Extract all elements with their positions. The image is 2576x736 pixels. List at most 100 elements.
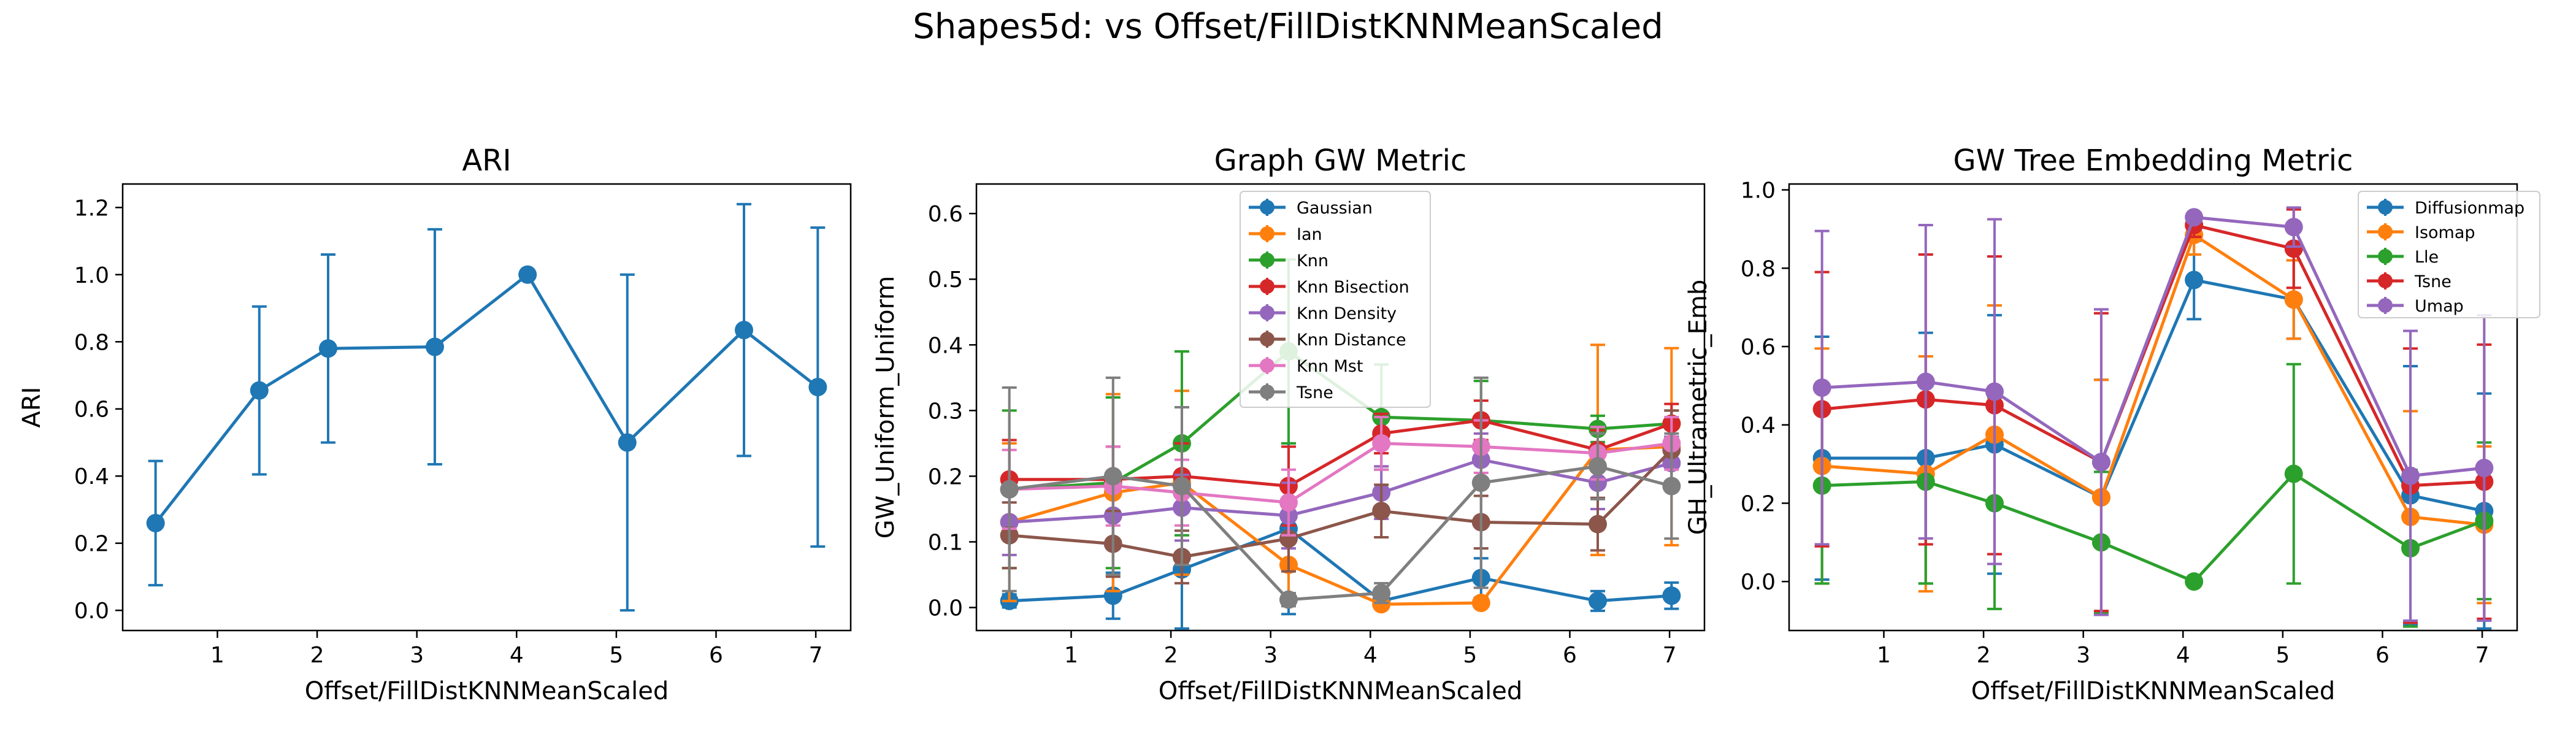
series-line <box>1009 464 1672 602</box>
y-tick-label: 0.8 <box>74 330 109 355</box>
series-line <box>1822 233 2485 527</box>
x-tick-label: 2 <box>1977 643 1991 668</box>
y-tick-label: 0.2 <box>74 532 109 557</box>
data-point <box>1279 493 1298 512</box>
y-tick-label: 0.0 <box>1741 570 1776 595</box>
x-tick-label: 4 <box>510 643 524 668</box>
series-line <box>154 273 819 524</box>
data-point <box>1103 467 1122 486</box>
data-point <box>1812 378 1831 397</box>
data-point <box>808 378 827 397</box>
legend-label: Gaussian <box>1297 199 1373 218</box>
series-line <box>1009 458 1672 524</box>
y-tick-label: 0.4 <box>928 333 963 358</box>
legend-label: Diffusionmap <box>2415 199 2524 218</box>
y-tick-label: 0.4 <box>1741 413 1776 439</box>
legend-label: Knn Mst <box>1297 357 1363 376</box>
subplot-title: ARI <box>462 144 511 178</box>
data-point <box>618 433 637 452</box>
data-point <box>1589 515 1608 534</box>
axes-frame <box>1788 183 2518 632</box>
data-point <box>1662 477 1681 496</box>
x-tick-label: 5 <box>609 643 623 668</box>
x-tick-label: 2 <box>1164 643 1178 668</box>
x-axis-label: Offset/FillDistKNNMeanScaled <box>305 677 669 705</box>
y-tick-label: 0.0 <box>928 596 963 621</box>
subplot-title: GW Tree Embedding Metric <box>1953 144 2353 178</box>
x-tick-label: 3 <box>2076 643 2090 668</box>
x-tick-label: 6 <box>1563 643 1577 668</box>
x-tick-label: 5 <box>1463 643 1477 668</box>
subplot-2: Graph GW Metric 1 2 3 4 5 6 7 0.0 0.1 0.2 0.3 0.4 0.5… <box>872 144 1706 705</box>
y-tick-label: 0.1 <box>928 530 963 555</box>
data-point <box>2185 270 2204 289</box>
legend-label: Knn <box>1297 251 1328 270</box>
legend-marker <box>1260 226 1275 241</box>
data-point <box>1000 480 1019 499</box>
plot-area <box>146 202 827 612</box>
data-point <box>1279 590 1298 609</box>
data-point <box>2284 239 2303 258</box>
data-point <box>1372 434 1391 453</box>
data-point <box>2284 218 2303 237</box>
legend-marker <box>2378 200 2393 215</box>
legend-label: Knn Distance <box>1297 331 1406 350</box>
legend-marker <box>1260 385 1275 399</box>
data-point <box>735 321 754 340</box>
x-tick-label: 5 <box>2275 643 2290 668</box>
x-tick-label: 7 <box>1663 643 1677 668</box>
y-tick-label: 0.2 <box>928 464 963 489</box>
data-point <box>318 339 337 358</box>
legend-frame <box>1240 191 1431 408</box>
x-tick-label: 7 <box>2475 643 2490 668</box>
data-point <box>250 381 269 400</box>
series-umap <box>1812 206 2494 623</box>
legend-marker <box>1260 253 1275 267</box>
data-point <box>425 337 444 356</box>
x-tick-label: 6 <box>709 643 723 668</box>
x-tick-label: 1 <box>1877 643 1891 668</box>
y-tick-label: 0.2 <box>1741 491 1776 516</box>
legend-label: Umap <box>2415 297 2464 316</box>
legend-marker <box>1260 305 1275 320</box>
y-tick-label: 0.6 <box>928 202 963 227</box>
legend-frame <box>2358 191 2540 318</box>
y-tick-label: 0.5 <box>928 267 963 293</box>
data-point <box>1172 477 1191 496</box>
data-point <box>2185 572 2204 591</box>
series-line <box>1009 527 1672 603</box>
y-tick-label: 1.0 <box>74 263 109 288</box>
plot-area <box>1000 258 1681 630</box>
legend-marker <box>1260 332 1275 347</box>
data-point <box>2401 466 2420 485</box>
subplot-1: ARI 1 2 3 4 5 6 7 0.0 0.2 0.4 0.6 0.8 1.0 1.2 Offset/Fi… <box>18 144 852 705</box>
data-point <box>1279 529 1298 548</box>
x-tick-label: 6 <box>2375 643 2390 668</box>
y-tick-label: 0.6 <box>1741 335 1776 360</box>
x-tick-label: 4 <box>1363 643 1378 668</box>
data-point <box>1471 594 1490 613</box>
legend-marker <box>2378 224 2393 239</box>
x-tick-label: 2 <box>310 643 324 668</box>
series-1 <box>146 202 827 612</box>
data-point <box>1985 382 2004 401</box>
y-tick-label: 1.0 <box>1741 178 1776 204</box>
data-point <box>1916 372 1935 391</box>
y-tick-label: 0.3 <box>928 399 963 424</box>
subplots: ARI 1 2 3 4 5 6 7 0.0 0.2 0.4 0.6 0.8 1.0 1.2 Offset/Fi… <box>18 144 2540 705</box>
x-tick-label: 3 <box>1263 643 1278 668</box>
data-point <box>1471 473 1490 493</box>
x-tick-label: 3 <box>410 643 424 668</box>
series-tsne <box>1000 376 1681 609</box>
figure-suptitle: Shapes5d: vs Offset/FillDistKNNMeanScale… <box>913 7 1663 47</box>
x-tick-label: 1 <box>210 643 224 668</box>
legend-label: Knn Density <box>1297 304 1397 323</box>
x-tick-label: 4 <box>2176 643 2190 668</box>
data-point <box>1589 591 1608 610</box>
y-tick-label: 0.6 <box>74 397 109 423</box>
data-point <box>1372 583 1391 602</box>
data-point <box>1589 457 1608 476</box>
series-line <box>1822 472 2485 583</box>
data-point <box>2475 458 2494 477</box>
